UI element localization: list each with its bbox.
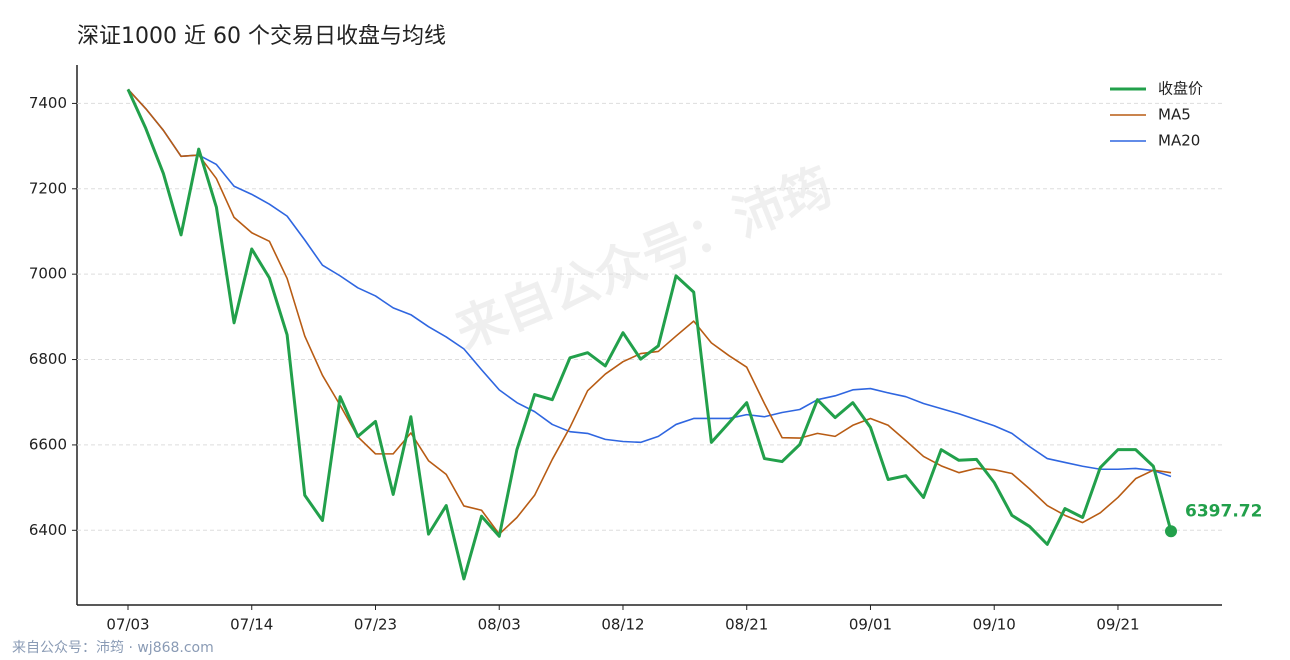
last-value-label: 6397.72 xyxy=(1185,501,1262,521)
legend-label: 收盘价 xyxy=(1158,80,1203,98)
y-tick-label: 6400 xyxy=(29,521,67,539)
chart-title: 深证1000 近 60 个交易日收盘与均线 xyxy=(77,24,446,49)
line-2 xyxy=(127,88,1172,478)
line-0 xyxy=(126,88,1173,581)
x-tick-label: 07/14 xyxy=(230,616,273,634)
legend-label: MA5 xyxy=(1158,106,1191,124)
y-tick-label: 6800 xyxy=(29,350,67,368)
footer: 来自公众号：沛筠 · wj868.com xyxy=(12,639,214,656)
x-tick-label: 07/23 xyxy=(354,616,397,634)
y-tick-label: 7000 xyxy=(29,265,67,283)
line-1 xyxy=(127,88,1172,535)
x-tick-label: 08/03 xyxy=(478,616,521,634)
legend-label: MA20 xyxy=(1158,132,1200,150)
x-tick-label: 09/01 xyxy=(849,616,892,634)
x-tick-label: 09/10 xyxy=(973,616,1016,634)
y-tick-label: 6600 xyxy=(29,435,67,453)
watermark: 来自公众号：沛筠 xyxy=(447,157,840,361)
x-tick-label: 08/21 xyxy=(725,616,768,634)
x-tick-label: 07/03 xyxy=(106,616,149,634)
last-point xyxy=(1165,525,1177,538)
x-tick-label: 09/21 xyxy=(1096,616,1139,634)
y-tick-label: 7400 xyxy=(29,94,67,112)
y-tick-label: 7200 xyxy=(29,179,67,197)
x-tick-label: 08/12 xyxy=(601,616,644,634)
